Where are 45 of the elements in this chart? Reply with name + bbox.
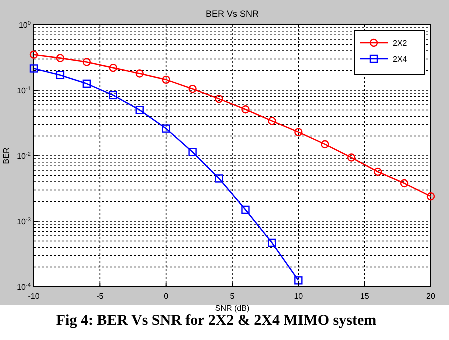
point	[426, 192, 436, 201]
point	[215, 174, 224, 183]
point	[268, 117, 276, 126]
point	[294, 276, 303, 285]
point	[56, 54, 65, 62]
point	[136, 106, 144, 114]
point	[162, 124, 170, 133]
legend-label: 2X2	[393, 39, 408, 48]
point	[162, 76, 170, 84]
point	[136, 70, 144, 78]
y-tick-label: 10$^{-2}$	[17, 152, 31, 161]
chart-title: BER Vs SNR	[206, 9, 260, 19]
point	[30, 64, 38, 73]
point	[109, 91, 118, 100]
caption: Fig 4: BER Vs SNR for 2X2 & 2X4 MIMO system	[56, 313, 378, 329]
x-tick-label: -5	[96, 292, 104, 301]
point	[215, 94, 224, 104]
y-tick-label: 10$^{-4}$	[17, 283, 31, 292]
x-tick-label: 15	[360, 292, 370, 301]
point	[400, 179, 409, 188]
point	[242, 106, 250, 114]
point	[82, 80, 92, 88]
point	[188, 85, 197, 94]
x-tick-label: 5	[230, 292, 236, 301]
y-tick-label: 10$^{0}$	[18, 21, 31, 30]
x-tick-label: 10	[294, 292, 304, 301]
point	[374, 168, 382, 176]
point	[56, 71, 65, 80]
point	[321, 140, 330, 149]
point	[30, 50, 38, 59]
point	[109, 64, 118, 72]
y-axis-title: BER	[2, 148, 11, 164]
point	[188, 148, 197, 156]
point	[82, 58, 92, 66]
x-axis-title: SNR (dB)	[215, 304, 250, 313]
y-tick-label: 10$^{-1}$	[17, 86, 31, 96]
x-tick-label: -10	[28, 292, 40, 301]
x-tick-label: 0	[164, 292, 170, 301]
point	[348, 154, 356, 162]
x-tick-label: 20	[426, 292, 436, 301]
point	[242, 206, 250, 214]
legend-label: 2X4	[393, 55, 408, 64]
y-tick-label: 10$^{-3}$	[17, 218, 31, 226]
point	[294, 128, 303, 136]
point	[268, 238, 276, 248]
